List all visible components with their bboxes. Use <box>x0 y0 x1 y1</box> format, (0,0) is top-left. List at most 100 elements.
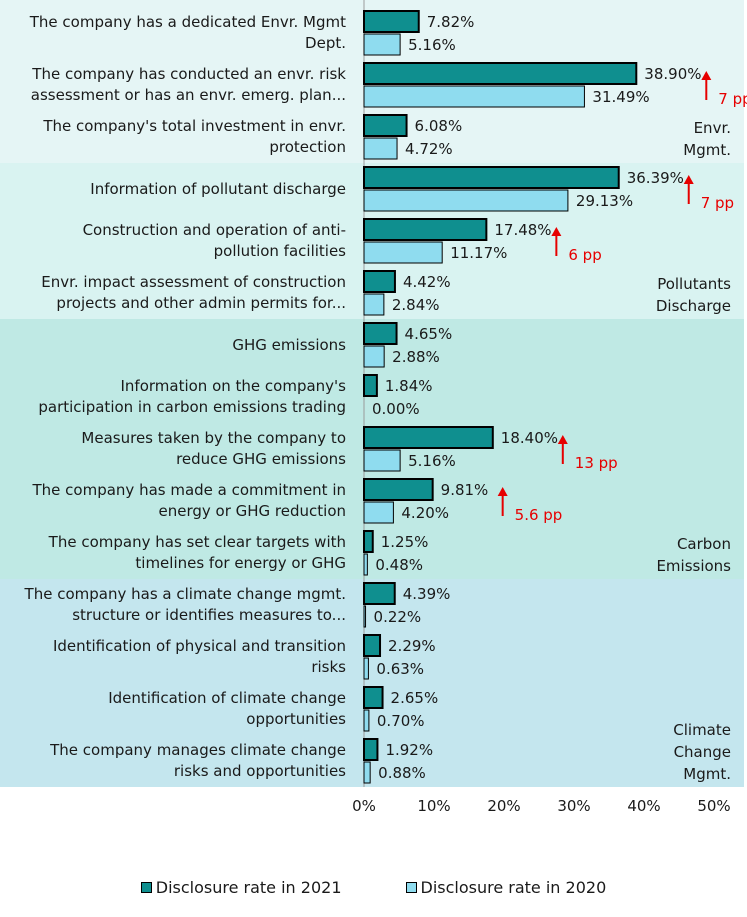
value-label-2020: 0.63% <box>376 660 424 678</box>
group-label-3: Mgmt. <box>683 765 731 783</box>
value-label-2021: 9.81% <box>441 481 489 499</box>
bar-2021 <box>363 374 378 397</box>
value-label-2021: 4.42% <box>403 273 451 291</box>
category-label: projects and other admin permits for... <box>56 294 346 312</box>
value-label-2020: 11.17% <box>450 244 507 262</box>
bar-2020 <box>363 137 398 160</box>
value-label-2021: 36.39% <box>627 169 684 187</box>
annotation-arrowhead <box>551 227 562 236</box>
bar-2021 <box>363 270 396 293</box>
annotation-label: 7 pp <box>718 90 747 108</box>
annotation-label: 5.6 pp <box>515 506 563 524</box>
category-label: Dept. <box>305 34 346 52</box>
bar-2021 <box>363 62 638 85</box>
value-label-2021: 1.25% <box>381 533 429 551</box>
x-tick-label-1: 10% <box>417 797 450 815</box>
value-label-2021: 38.90% <box>644 65 701 83</box>
value-label-2021: 18.40% <box>501 429 558 447</box>
value-label-2021: 4.39% <box>403 585 451 603</box>
value-label-2021: 17.48% <box>494 221 551 239</box>
category-label: Identification of physical and transitio… <box>53 637 346 655</box>
value-label-2021: 4.65% <box>405 325 453 343</box>
annotation-arrowhead <box>683 175 694 184</box>
annotation-label: 7 pp <box>701 194 734 212</box>
category-label: Measures taken by the company to <box>81 429 346 447</box>
bar-2020 <box>363 85 585 108</box>
annotation-arrowhead <box>557 435 568 444</box>
category-label: The company has a dedicated Envr. Mgmt <box>29 13 346 31</box>
value-label-2020: 2.88% <box>392 348 440 366</box>
value-label-2020: 5.16% <box>408 452 456 470</box>
category-label: timelines for energy or GHG <box>135 554 346 572</box>
category-label: Information on the company's <box>120 377 346 395</box>
bar-2021 <box>363 166 620 189</box>
legend: Disclosure rate in 2021 Disclosure rate … <box>0 872 747 902</box>
value-label-2020: 5.16% <box>408 36 456 54</box>
bar-2021 <box>363 322 398 345</box>
category-label: The company has conducted an envr. risk <box>31 65 346 83</box>
x-tick-label-4: 40% <box>627 797 660 815</box>
group-label-2: Emissions <box>656 557 731 575</box>
bar-2020 <box>363 189 569 212</box>
group-label-3: Climate <box>673 721 731 739</box>
group-label-1: Pollutants <box>657 275 731 293</box>
value-label-2021: 2.65% <box>391 689 439 707</box>
category-label: The company has set clear targets with <box>48 533 346 551</box>
bar-2021 <box>363 686 384 709</box>
legend-label-2020: Disclosure rate in 2020 <box>420 877 607 897</box>
bar-2021 <box>363 426 494 449</box>
bar-2020 <box>363 553 368 576</box>
category-label: pollution facilities <box>214 242 347 260</box>
category-label: Identification of climate change <box>108 689 346 707</box>
bar-2021 <box>363 10 420 33</box>
category-label: reduce GHG emissions <box>176 450 346 468</box>
bar-2020 <box>363 241 443 264</box>
x-tick-label-2: 20% <box>487 797 520 815</box>
x-tick-label-0: 0% <box>352 797 376 815</box>
category-label: assessment or has an envr. emerg. plan..… <box>31 86 346 104</box>
legend-label-2021: Disclosure rate in 2021 <box>155 877 342 897</box>
category-label: risks <box>311 658 346 676</box>
legend-item-2021: Disclosure rate in 2021 <box>140 877 342 897</box>
value-label-2021: 6.08% <box>415 117 463 135</box>
bar-2021 <box>363 114 408 137</box>
bar-2020 <box>363 449 401 472</box>
value-label-2020: 2.84% <box>392 296 440 314</box>
category-label: The company's total investment in envr. <box>42 117 346 135</box>
bar-2020 <box>363 501 394 524</box>
value-label-2020: 0.00% <box>372 400 420 418</box>
value-label-2020: 29.13% <box>576 192 633 210</box>
bar-2020 <box>363 761 371 784</box>
bar-2021 <box>363 530 374 553</box>
category-label: The company manages climate change <box>49 741 346 759</box>
legend-swatch-2021 <box>140 881 152 893</box>
legend-swatch-2020 <box>405 881 417 893</box>
group-label-2: Carbon <box>677 535 731 553</box>
bar-2020 <box>363 33 401 56</box>
value-label-2021: 7.82% <box>427 13 475 31</box>
annotation-label: 6 pp <box>568 246 601 264</box>
bar-2021 <box>363 478 434 501</box>
bar-2020 <box>363 657 369 680</box>
value-label-2021: 1.92% <box>385 741 433 759</box>
x-tick-label-3: 30% <box>557 797 590 815</box>
category-label: The company has a climate change mgmt. <box>24 585 346 603</box>
category-label: energy or GHG reduction <box>158 502 346 520</box>
value-label-2020: 0.48% <box>375 556 423 574</box>
group-label-0: Envr. <box>694 119 731 137</box>
annotation-label: 13 pp <box>575 454 618 472</box>
bar-2021 <box>363 218 488 241</box>
value-label-2020: 0.70% <box>377 712 425 730</box>
x-tick-label-5: 50% <box>697 797 730 815</box>
category-label: Envr. impact assessment of construction <box>41 273 346 291</box>
value-label-2020: 31.49% <box>592 88 649 106</box>
annotation-arrowhead <box>497 487 508 496</box>
group-label-3: Change <box>674 743 731 761</box>
category-label: Construction and operation of anti- <box>83 221 346 239</box>
category-label: risks and opportunities <box>174 762 346 780</box>
bar-2020 <box>363 345 385 368</box>
category-label: structure or identifies measures to... <box>72 606 346 624</box>
value-label-2020: 4.72% <box>405 140 453 158</box>
category-label: The company has made a commitment in <box>32 481 347 499</box>
